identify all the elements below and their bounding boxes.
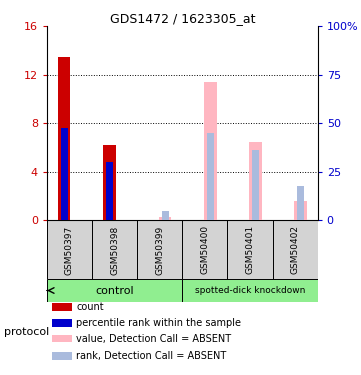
- Bar: [252, 150, 259, 220]
- Bar: [52, 319, 72, 327]
- Bar: [159, 217, 171, 220]
- Text: GSM50397: GSM50397: [65, 225, 74, 274]
- Bar: [137, 220, 182, 279]
- Text: rank, Detection Call = ABSENT: rank, Detection Call = ABSENT: [76, 351, 226, 361]
- Bar: [92, 220, 137, 279]
- Text: GSM50400: GSM50400: [200, 225, 209, 274]
- Bar: [297, 186, 304, 220]
- Bar: [182, 220, 227, 279]
- Bar: [47, 279, 182, 302]
- Bar: [162, 211, 169, 220]
- Bar: [106, 162, 113, 220]
- Bar: [52, 352, 72, 360]
- Text: value, Detection Call = ABSENT: value, Detection Call = ABSENT: [76, 333, 231, 344]
- Bar: [249, 141, 262, 220]
- Bar: [227, 220, 273, 279]
- Title: GDS1472 / 1623305_at: GDS1472 / 1623305_at: [109, 12, 255, 25]
- Text: control: control: [95, 285, 134, 296]
- Text: GSM50398: GSM50398: [110, 225, 119, 274]
- Text: count: count: [76, 302, 104, 312]
- Text: GSM50399: GSM50399: [155, 225, 164, 274]
- Text: percentile rank within the sample: percentile rank within the sample: [76, 318, 241, 328]
- Bar: [58, 57, 70, 220]
- Bar: [103, 145, 116, 220]
- Text: GSM50402: GSM50402: [291, 225, 300, 274]
- Bar: [273, 220, 318, 279]
- Bar: [207, 133, 214, 220]
- Bar: [204, 82, 217, 220]
- Bar: [52, 303, 72, 311]
- Bar: [294, 201, 307, 220]
- Text: protocol: protocol: [4, 327, 49, 337]
- Bar: [61, 128, 68, 220]
- Bar: [182, 279, 318, 302]
- Bar: [47, 220, 92, 279]
- Text: GSM50401: GSM50401: [245, 225, 255, 274]
- Bar: [52, 334, 72, 342]
- Text: spotted-dick knockdown: spotted-dick knockdown: [195, 286, 305, 295]
